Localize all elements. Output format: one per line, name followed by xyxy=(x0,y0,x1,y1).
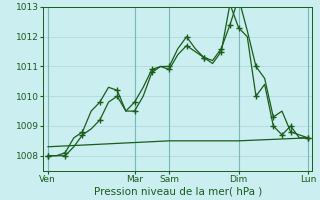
X-axis label: Pression niveau de la mer( hPa ): Pression niveau de la mer( hPa ) xyxy=(94,187,262,197)
